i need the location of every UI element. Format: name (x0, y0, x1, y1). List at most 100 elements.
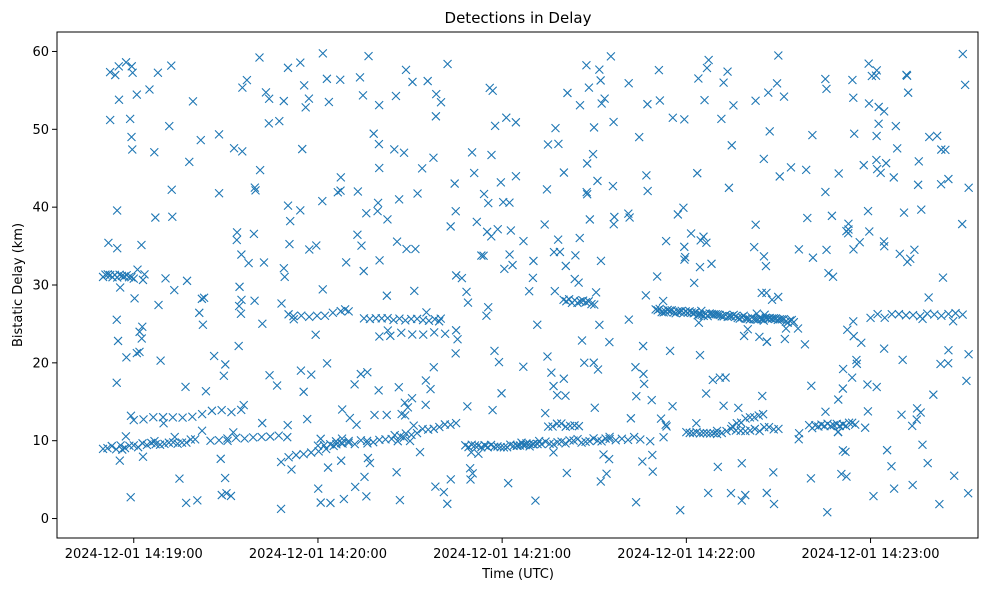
data-point (236, 405, 246, 415)
data-point (135, 327, 144, 337)
data-point (112, 206, 122, 215)
data-point (964, 349, 973, 359)
data-point (948, 316, 958, 326)
data-point (663, 305, 673, 315)
data-point (529, 439, 538, 449)
data-point (848, 93, 858, 103)
data-point (451, 325, 461, 335)
data-point (318, 49, 328, 58)
data-point (940, 145, 950, 155)
data-point (543, 352, 552, 361)
data-point (127, 145, 137, 154)
data-point (623, 435, 633, 445)
data-point (130, 293, 139, 303)
data-point (443, 59, 452, 69)
data-point (408, 77, 417, 87)
data-point (394, 194, 404, 204)
data-point (499, 442, 509, 452)
data-point (773, 292, 783, 302)
data-point (656, 414, 666, 424)
x-tick-label: 2024-12-01 14:23:00 (802, 547, 940, 562)
data-point (326, 498, 335, 508)
data-point (692, 168, 702, 178)
x-tick-label: 2024-12-01 14:19:00 (65, 547, 203, 562)
data-point (137, 322, 147, 332)
data-point (596, 76, 606, 85)
data-point (546, 368, 556, 378)
data-point (240, 434, 249, 443)
data-point (320, 311, 330, 321)
data-point (944, 345, 953, 355)
data-point (400, 398, 410, 408)
data-point (220, 473, 230, 483)
data-point (923, 458, 933, 468)
data-point (403, 402, 413, 412)
data-point (589, 433, 598, 443)
data-point (918, 440, 927, 450)
data-point (103, 443, 112, 453)
data-point (936, 359, 945, 369)
data-point (350, 482, 360, 492)
data-point (306, 370, 316, 380)
data-point (196, 135, 206, 145)
data-point (848, 75, 857, 85)
data-point (821, 407, 830, 417)
data-point (236, 309, 246, 319)
data-point (217, 405, 227, 415)
data-point (226, 491, 236, 501)
data-point (549, 447, 558, 457)
data-point (431, 111, 441, 121)
data-point (585, 215, 595, 224)
data-point (467, 147, 477, 157)
data-point (759, 154, 769, 164)
data-point (574, 421, 584, 431)
data-point (396, 328, 406, 338)
data-point (755, 426, 764, 436)
data-point (373, 206, 382, 216)
data-point (311, 330, 321, 340)
data-point (751, 96, 760, 106)
y-tick-label: 60 (32, 45, 49, 60)
data-point (181, 382, 190, 392)
data-point (589, 123, 599, 132)
data-point (167, 212, 177, 222)
data-point (274, 116, 284, 126)
plot-frame (56, 31, 979, 539)
data-point (863, 380, 872, 389)
data-point (668, 113, 678, 123)
data-point (121, 57, 131, 67)
data-point (350, 439, 360, 449)
data-point (932, 131, 942, 141)
data-point (137, 334, 147, 343)
data-point (110, 70, 120, 80)
data-point (150, 213, 160, 222)
data-point (737, 458, 747, 468)
data-point (139, 415, 148, 424)
data-point (780, 334, 790, 344)
data-point (661, 236, 671, 246)
data-point (181, 438, 191, 448)
data-point (908, 310, 918, 320)
data-point (768, 468, 778, 477)
data-point (542, 185, 552, 194)
data-point (629, 432, 639, 442)
data-point (389, 144, 399, 154)
data-point (688, 428, 698, 438)
data-point (703, 488, 713, 498)
data-point (872, 382, 882, 392)
data-point (264, 94, 274, 104)
data-point (418, 330, 428, 340)
data-point (234, 341, 244, 351)
data-point (562, 468, 572, 478)
data-point (724, 183, 734, 193)
data-point (553, 235, 563, 245)
data-point (561, 439, 570, 448)
data-point (353, 187, 363, 196)
data-point (331, 436, 341, 446)
data-point (389, 315, 398, 325)
data-point (392, 237, 402, 247)
data-point (855, 237, 865, 247)
x-tick-label: 2024-12-01 14:20:00 (249, 547, 387, 562)
data-point (250, 296, 259, 306)
data-point (429, 328, 439, 337)
